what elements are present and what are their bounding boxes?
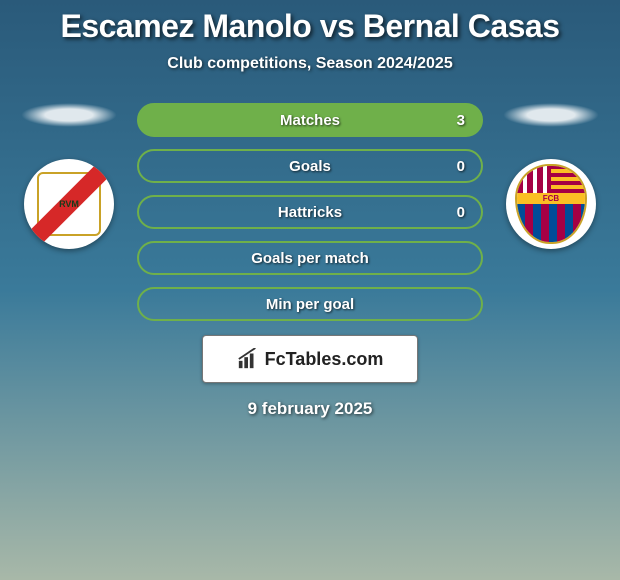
stat-value-right: 0 bbox=[457, 158, 465, 175]
stat-label: Matches bbox=[280, 112, 340, 129]
player-shadow-left bbox=[21, 103, 117, 127]
player-shadow-right bbox=[503, 103, 599, 127]
date-text: 9 february 2025 bbox=[0, 399, 620, 419]
stat-label: Hattricks bbox=[278, 204, 342, 221]
stat-label: Goals per match bbox=[251, 250, 369, 267]
left-column: RVM bbox=[19, 103, 119, 249]
club-crest-right: FCB bbox=[506, 159, 596, 249]
stat-value-right: 0 bbox=[457, 204, 465, 221]
stat-pill-goals-per-match: Goals per match bbox=[137, 241, 483, 275]
stat-pill-min-per-goal: Min per goal bbox=[137, 287, 483, 321]
crest-right-graphic: FCB bbox=[515, 164, 587, 244]
page-title: Escamez Manolo vs Bernal Casas bbox=[0, 0, 620, 45]
subtitle: Club competitions, Season 2024/2025 bbox=[0, 55, 620, 73]
stat-label: Goals bbox=[289, 158, 331, 175]
club-crest-left: RVM bbox=[24, 159, 114, 249]
stat-pill-goals: Goals 0 bbox=[137, 149, 483, 183]
bar-chart-icon bbox=[237, 348, 259, 370]
brand-text: FcTables.com bbox=[265, 349, 384, 370]
crest-left-graphic: RVM bbox=[37, 172, 101, 236]
brand-box: FcTables.com bbox=[202, 335, 418, 383]
stat-value-right: 3 bbox=[457, 112, 465, 129]
stats-column: Matches 3 Goals 0 Hattricks 0 Goals per match M… bbox=[137, 103, 483, 321]
content-row: RVM Matches 3 Goals 0 Hattricks 0 Goals per ma… bbox=[0, 103, 620, 321]
stat-pill-hattricks: Hattricks 0 bbox=[137, 195, 483, 229]
stat-pill-matches: Matches 3 bbox=[137, 103, 483, 137]
stat-label: Min per goal bbox=[266, 296, 354, 313]
right-column: FCB bbox=[501, 103, 601, 249]
